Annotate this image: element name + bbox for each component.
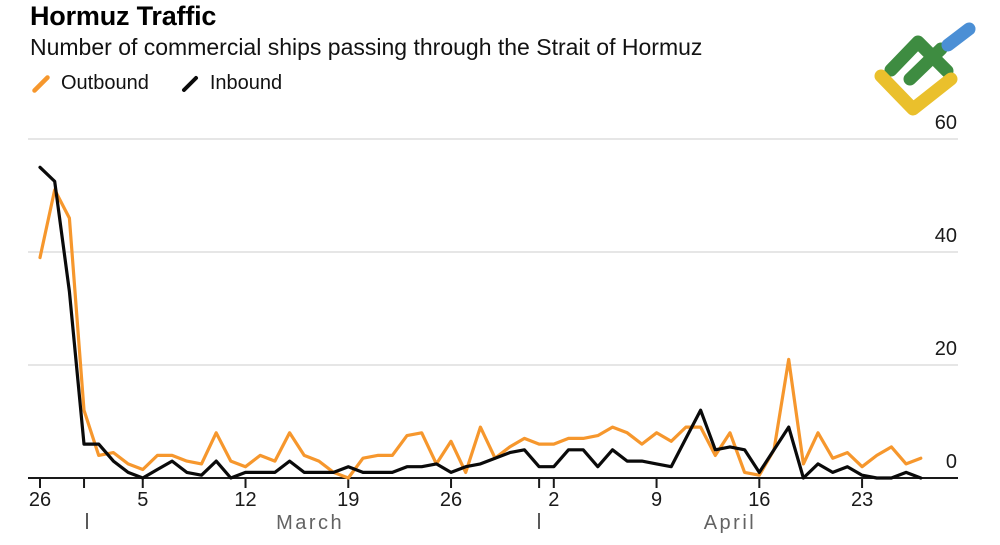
series-line-inbound [38,165,923,480]
chart-subtitle: Number of commercial ships passing throu… [30,34,703,60]
month-label: March [276,512,345,534]
series-line-outbound [38,188,923,480]
month-label: April [703,512,757,534]
month-separator [86,513,89,529]
legend-label-outbound: Outbound [61,72,149,94]
inbound-line-swatch-icon [181,75,198,92]
chart-title: Hormuz Traffic [30,1,217,31]
x-tick-label: 16 [748,489,771,511]
y-tick-label: 40 [934,225,957,247]
x-tick-label: 23 [850,489,874,511]
legend-item-outbound: Outbound [30,72,149,95]
month-separator [537,513,540,529]
legend-label-inbound: Inbound [209,72,283,94]
x-tick-label: 5 [137,489,149,511]
x-tick-label: 19 [337,489,360,511]
y-tick-label: 20 [934,338,957,360]
x-tick-label: 2 [548,489,560,511]
x-tick-label: 12 [234,489,257,511]
y-tick-label: 0 [945,451,957,473]
x-tick-label: 26 [28,489,52,511]
x-tick-label: 9 [650,489,663,511]
outbound-line-swatch-icon [32,74,50,93]
chart-legend: Outbound Inbound [30,72,282,95]
legend-item-inbound: Inbound [179,72,282,95]
x-tick-label: 26 [439,489,463,511]
litefinance-logo-icon [874,22,976,116]
